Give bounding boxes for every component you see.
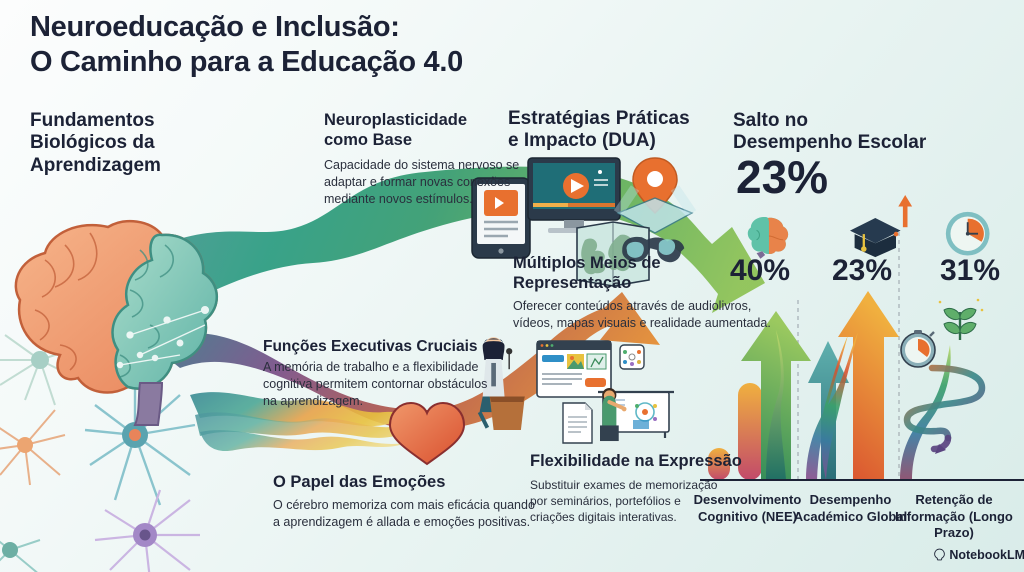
svg-text:31%: 31% bbox=[940, 254, 1000, 287]
svg-text:23%: 23% bbox=[832, 254, 892, 287]
